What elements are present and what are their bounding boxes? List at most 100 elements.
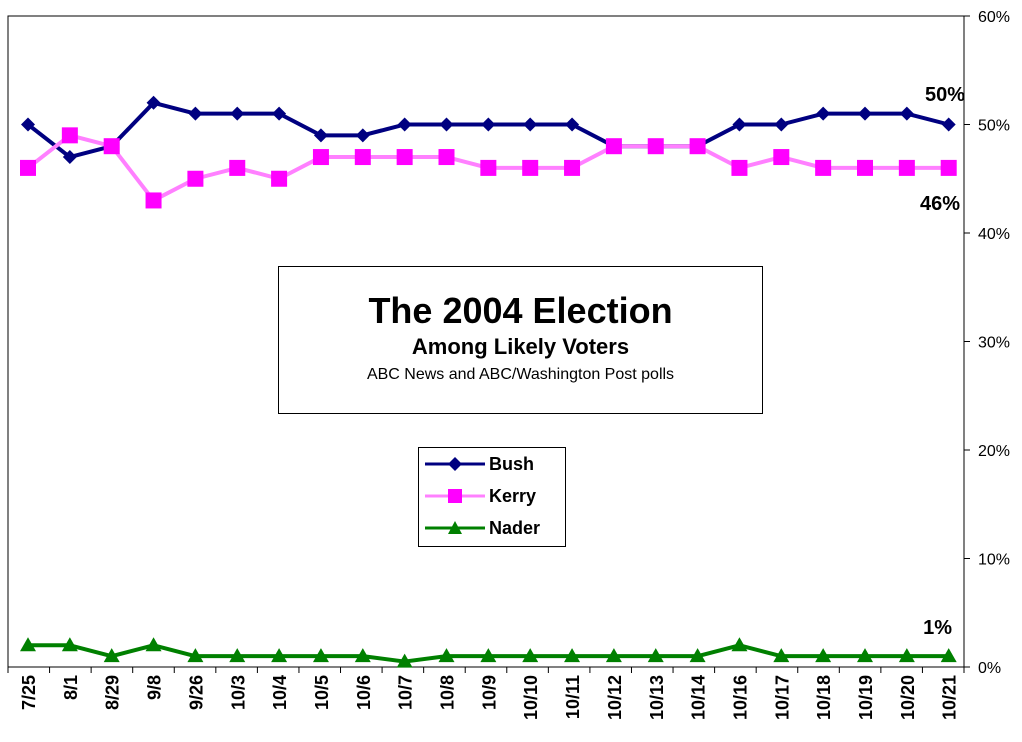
chart-subtitle: Among Likely Voters (411, 334, 630, 359)
data-point-nader (647, 648, 664, 663)
data-point-kerry (396, 149, 413, 166)
data-point-kerry (187, 170, 204, 187)
data-point-kerry (438, 149, 455, 166)
annotation-bush: 50% (925, 84, 965, 106)
data-point-kerry (564, 159, 581, 176)
data-point-nader (689, 648, 706, 663)
data-point-bush (899, 106, 914, 121)
data-point-bush (313, 128, 328, 143)
axis-labels: 0% 10% 20% 30% 40% 50% 60% 7/25 8/1 8/29 9/8 9/26 10… (19, 9, 1010, 720)
data-point-kerry (815, 159, 832, 176)
data-point-bush (397, 117, 412, 132)
y-tick-label: 20% (978, 443, 1010, 460)
legend-label-bush: Bush (489, 454, 534, 474)
x-tick-label: 10/12 (605, 675, 625, 720)
x-tick-label: 9/8 (145, 675, 165, 700)
data-point-nader (103, 648, 120, 663)
data-point-nader (564, 648, 581, 663)
chart-title-box: The 2004 Election Among Likely Voters AB… (278, 266, 763, 414)
data-point-bush (732, 117, 747, 132)
x-tick-label: 10/11 (563, 675, 583, 719)
data-point-nader (145, 637, 162, 652)
data-point-kerry (522, 159, 539, 176)
data-point-kerry (312, 149, 329, 166)
data-point-nader (229, 648, 246, 663)
annotation-kerry: 46% (920, 193, 960, 215)
data-point-kerry (229, 159, 246, 176)
legend-kerry-marker (425, 489, 485, 503)
data-point-kerry (271, 170, 288, 187)
x-tick-label: 10/13 (647, 675, 667, 720)
data-point-kerry (689, 138, 706, 155)
data-point-nader (815, 648, 832, 663)
data-point-nader (187, 648, 204, 663)
data-point-bush (439, 117, 454, 132)
y-tick-label: 50% (978, 118, 1010, 135)
legend-label-nader: Nader (489, 518, 541, 538)
data-point-kerry (145, 192, 162, 209)
data-point-kerry (647, 138, 664, 155)
data-point-kerry (857, 159, 873, 176)
data-point-kerry (773, 149, 790, 166)
x-tick-label: 10/6 (354, 675, 374, 710)
x-tick-label: 10/4 (270, 675, 290, 710)
data-point-kerry (354, 149, 371, 166)
x-tick-label: 10/5 (312, 675, 332, 710)
data-point-nader (773, 648, 790, 663)
y-tick-label: 0% (978, 660, 1001, 677)
x-tick-label: 8/1 (61, 675, 81, 700)
legend-bush-marker (425, 457, 485, 471)
chart-title: The 2004 Election (368, 290, 673, 331)
legend-item-kerry: Kerry (419, 484, 565, 508)
y-tick-label: 60% (978, 9, 1010, 26)
data-point-nader (940, 648, 957, 663)
data-point-nader (20, 637, 36, 652)
data-point-kerry (731, 159, 748, 176)
data-point-bush (816, 106, 831, 121)
x-tick-label: 10/20 (898, 675, 918, 720)
data-point-kerry (898, 159, 915, 176)
data-point-bush (481, 117, 496, 132)
data-point-nader (480, 648, 497, 663)
data-point-bush (272, 106, 287, 121)
data-point-bush (230, 106, 245, 121)
data-point-bush (62, 150, 77, 165)
data-point-bush (774, 117, 789, 132)
x-tick-label: 10/7 (396, 675, 416, 710)
data-point-bush (941, 117, 956, 132)
data-point-nader (354, 648, 371, 663)
x-tick-label: 10/9 (479, 675, 499, 710)
legend: Bush Kerry Nader (418, 447, 566, 547)
x-tick-label: 7/25 (19, 675, 39, 710)
x-tick-label: 10/8 (438, 675, 458, 710)
data-point-kerry (61, 127, 78, 144)
data-point-kerry (940, 159, 957, 176)
legend-nader-marker (425, 521, 485, 534)
data-point-nader (522, 648, 539, 663)
data-point-nader (857, 648, 873, 663)
data-point-nader (396, 653, 413, 668)
data-point-kerry (20, 159, 36, 176)
data-point-bush (188, 106, 203, 121)
data-point-bush (146, 95, 161, 110)
legend-item-bush: Bush (419, 452, 565, 476)
data-point-bush (565, 117, 580, 132)
y-tick-label: 40% (978, 226, 1010, 243)
x-tick-label: 10/21 (940, 675, 960, 720)
x-tick-label: 10/3 (228, 675, 248, 710)
x-tick-label: 10/10 (521, 675, 541, 720)
x-tick-label: 8/29 (103, 675, 123, 710)
data-point-kerry (480, 159, 497, 176)
data-point-nader (61, 637, 78, 652)
chart-source: ABC News and ABC/Washington Post polls (366, 366, 675, 383)
data-point-bush (21, 117, 35, 132)
data-point-nader (438, 648, 455, 663)
x-tick-label: 10/14 (689, 675, 709, 720)
x-tick-label: 10/18 (814, 675, 834, 720)
data-point-kerry (605, 138, 622, 155)
y-tick-label: 30% (978, 335, 1010, 352)
x-tick-label: 10/19 (856, 675, 876, 720)
annotation-nader: 1% (923, 617, 952, 639)
x-tick-label: 10/16 (730, 675, 750, 720)
